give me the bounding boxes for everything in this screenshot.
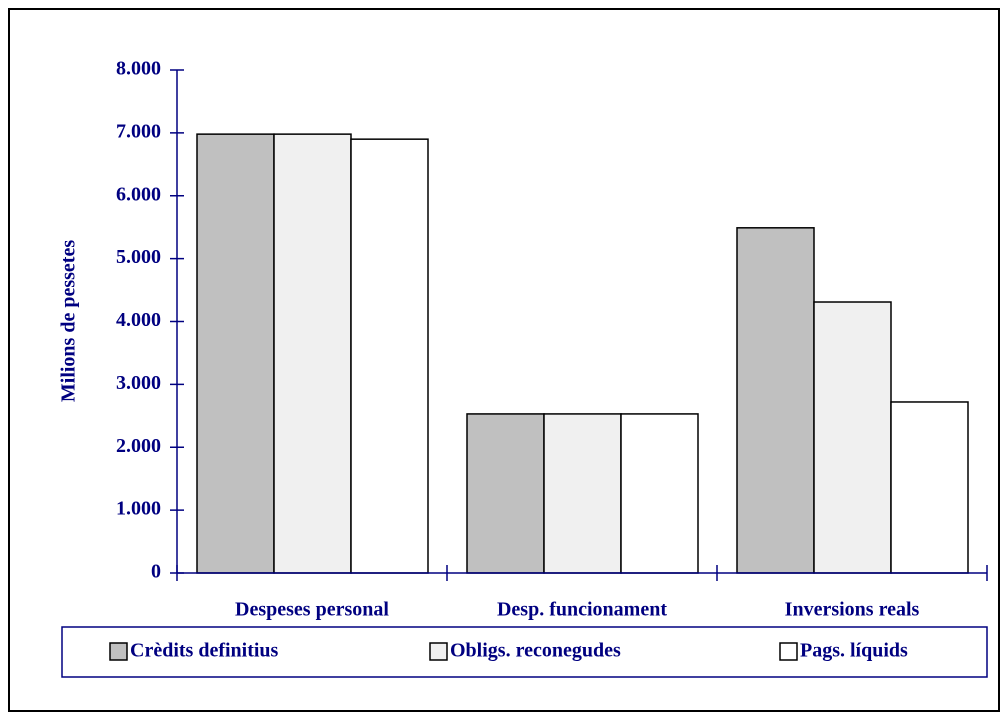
y-tick-label: 0 [151, 561, 161, 583]
y-tick-label: 5.000 [116, 246, 161, 268]
legend-label: Pags. líquids [800, 640, 908, 662]
bar [736, 227, 815, 574]
legend-label: Crèdits definitius [130, 640, 279, 662]
bar [466, 413, 545, 574]
y-tick-label: 7.000 [116, 120, 161, 142]
y-tick-label: 1.000 [116, 498, 161, 520]
legend-box [61, 626, 988, 678]
bar [813, 301, 892, 574]
x-tick-label: Inversions reals [785, 599, 920, 621]
x-tick-label: Despeses personal [235, 599, 389, 621]
legend-swatch [779, 642, 798, 661]
x-tick-label: Desp. funcionament [497, 599, 667, 621]
bar [890, 401, 969, 574]
legend-swatch [429, 642, 448, 661]
y-tick-label: 6.000 [116, 183, 161, 205]
y-tick-label: 8.000 [116, 58, 161, 80]
legend-swatch [109, 642, 128, 661]
y-tick-label: 3.000 [116, 372, 161, 394]
bar [543, 413, 622, 574]
y-axis-label: Milions de pessetes [58, 240, 80, 402]
bar [620, 413, 699, 574]
y-tick-label: 4.000 [116, 309, 161, 331]
bar [196, 133, 275, 574]
bar [273, 133, 352, 574]
legend-label: Obligs. reconegudes [450, 640, 621, 662]
bar [350, 138, 429, 574]
y-tick-label: 2.000 [116, 435, 161, 457]
